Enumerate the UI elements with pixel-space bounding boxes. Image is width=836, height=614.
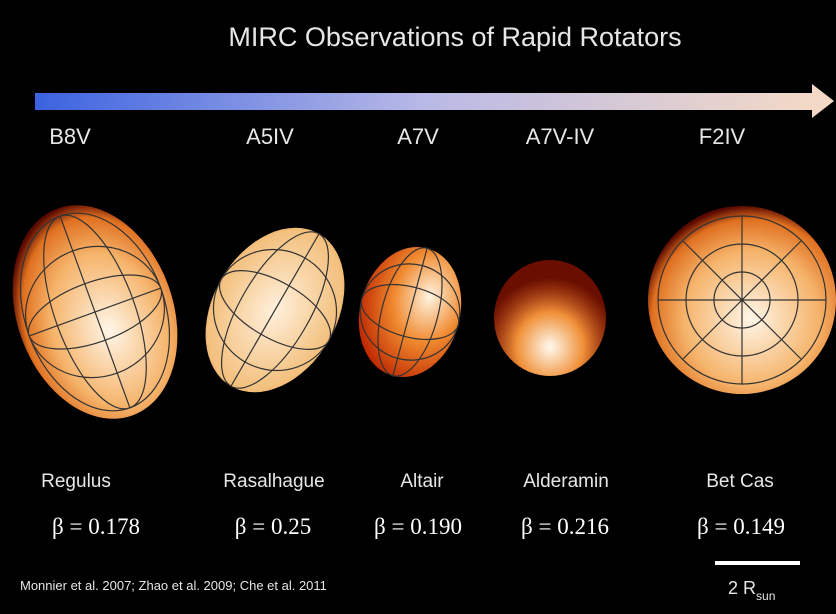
beta-value: β = 0.190 — [374, 514, 462, 539]
star-images — [12, 205, 836, 419]
spectral-type: B8V — [49, 124, 91, 149]
star-name: Regulus — [41, 471, 111, 492]
star-name: Bet Cas — [706, 471, 774, 492]
star-name: Alderamin — [523, 471, 609, 492]
beta-value: β = 0.25 — [235, 514, 311, 539]
spectral-type: A7V — [397, 124, 439, 149]
star-name: Rasalhague — [223, 471, 324, 492]
title: MIRC Observations of Rapid Rotators — [228, 22, 681, 52]
star-name: Altair — [400, 471, 444, 492]
beta-value: β = 0.178 — [52, 514, 140, 539]
citation: Monnier et al. 2007; Zhao et al. 2009; C… — [20, 578, 327, 593]
spectral-type: A7V-IV — [526, 124, 595, 149]
temperature-arrow — [35, 84, 834, 118]
scale-label-sub: sun — [756, 589, 775, 603]
scale-label-main: 2 R — [728, 578, 756, 598]
spectral-type: A5IV — [246, 124, 294, 149]
beta-value: β = 0.149 — [697, 514, 785, 539]
beta-value: β = 0.216 — [521, 514, 609, 539]
spectral-type: F2IV — [699, 124, 746, 149]
scale-label: 2 Rsun — [728, 578, 775, 603]
